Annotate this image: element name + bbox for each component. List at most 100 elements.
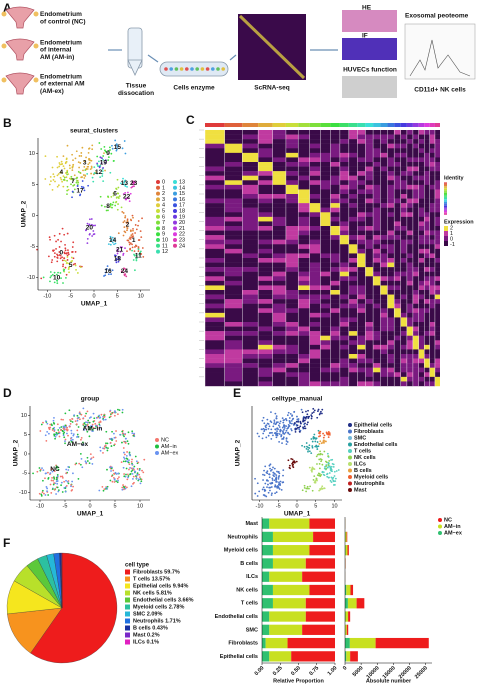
heatmap-cell [272,276,286,282]
cell-point [51,476,53,479]
cell-point [307,450,309,453]
cell-point [333,475,336,477]
cell-point [277,471,280,474]
cell-point [102,158,104,161]
cell-point [326,466,329,469]
heatmap-cell [330,203,340,208]
bar-segment [262,611,270,622]
cell-point [82,428,85,430]
heatmap-cell [320,271,331,277]
heatmap-cell [224,344,243,350]
heatmap-cell [258,189,273,195]
heatmap-cell [330,285,340,291]
heatmap-cell [365,354,374,359]
heatmap-cell [258,340,273,346]
heatmap-cell [272,372,286,378]
heatmap-cell [400,230,407,236]
cell-point [310,415,313,418]
heatmap-cell [242,290,259,295]
heatmap-cell [434,175,440,181]
cell-point [83,189,86,192]
heatmap-cell [387,212,395,218]
cell-point [49,271,52,273]
cell-point [125,181,128,184]
heatmap-cell [330,372,340,378]
heatmap-cell [272,216,286,222]
heatmap-cell [373,312,381,318]
cell-point [104,159,107,162]
heatmap-cell [429,331,435,336]
cell-point [256,432,259,435]
heatmap-cell [258,335,273,341]
heatmap-cell [348,372,358,378]
heatmap-cell [400,239,407,245]
cell-point [38,492,41,495]
heatmap-cell [309,280,321,286]
cell-point [313,436,316,439]
cell-point [79,266,82,269]
cell-point [60,418,63,421]
heatmap-cell [285,152,299,158]
heatmap-cell [348,276,358,282]
cell-point [273,422,275,425]
heatmap-cell [242,134,259,140]
heatmap-cell [394,180,401,186]
cell-point [70,439,73,442]
heatmap-cell [418,331,425,336]
heatmap-cell [387,331,395,336]
exosome-label: Exosomal peoteome [405,13,469,20]
heatmap-cell [434,139,440,144]
ovary [1,77,7,83]
heatmap-cell [272,335,286,341]
cell-point [69,423,72,425]
heatmap-cell [380,349,388,355]
cell-point [76,179,78,182]
heatmap-cell [406,326,413,332]
heatmap-cell [272,267,286,272]
cell-point [124,152,127,155]
cell-point [273,421,276,423]
heatmap-cell [224,203,243,208]
legend-label: Myeloid cells 2.78% [133,604,184,610]
heatmap-cell [394,226,401,231]
heatmap-cell [285,262,299,268]
cell-point [55,465,58,468]
heatmap-cell [309,162,321,167]
identity-swatch [444,213,447,215]
heatmap-cell [285,171,299,176]
heatmap-cell [406,335,413,341]
heatmap-cell [298,276,310,282]
heatmap-cell [418,290,425,295]
cell-point [61,476,64,479]
heatmap-cell [429,308,435,314]
bar-segment [305,611,335,622]
assay-label: HE [362,5,372,12]
heatmap-cell [320,230,331,236]
cell-point [111,206,113,209]
cell-point [287,459,290,462]
heatmap-cell [434,285,440,291]
cell-point [110,238,113,241]
heatmap-cell [357,258,366,263]
heatmap-cell [387,258,395,263]
workflow-panel [108,10,476,98]
heatmap-cell [298,381,310,387]
cell-point [277,476,280,478]
heatmap-cell [424,189,430,195]
cell-point [124,179,127,182]
cell-point [109,479,112,482]
x-tick-label: 1.00 [327,665,339,677]
cell-point [270,421,273,424]
heatmap-cell [406,262,413,268]
cell-point [52,476,55,479]
cell-point [294,430,297,433]
cell-icon [190,67,194,71]
heatmap-cell [387,340,395,346]
cell-point [121,246,123,249]
heatmap-cell [330,134,340,140]
cell-point [278,440,281,443]
heatmap-cell [320,349,331,355]
heatmap-cell [330,376,340,382]
cell-point [295,420,298,423]
cell-point [119,433,121,436]
